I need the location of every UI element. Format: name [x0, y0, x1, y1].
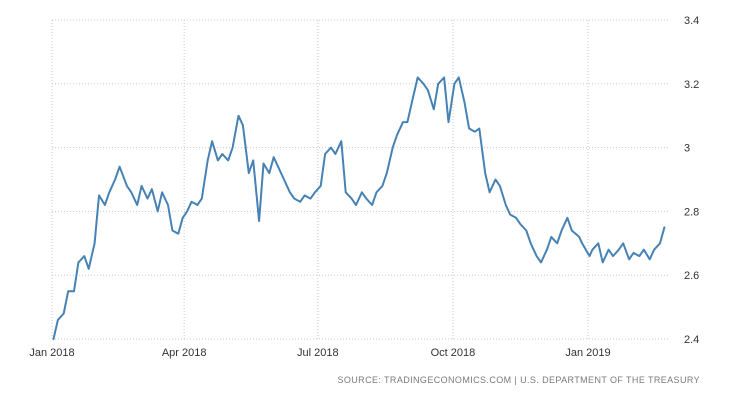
- grid: [51, 19, 670, 340]
- x-tick-label: Jan 2018: [29, 347, 74, 359]
- y-tick-label: 2.4: [684, 334, 699, 346]
- y-tick-label: 2.6: [684, 270, 699, 282]
- series-line: [52, 76, 666, 340]
- y-tick-label: 3.2: [684, 79, 699, 91]
- series-layer: [52, 76, 666, 340]
- source-attribution: SOURCE: TRADINGECONOMICS.COM | U.S. DEPA…: [337, 375, 700, 385]
- y-axis: 2.4 2.6 2.8 3 3.2 3.4: [684, 15, 699, 346]
- x-tick-label: Apr 2018: [162, 347, 207, 359]
- x-tick-label: Jul 2018: [297, 347, 339, 359]
- x-tick-label: Jan 2019: [565, 347, 610, 359]
- x-tick-label: Oct 2018: [431, 347, 476, 359]
- x-axis: Jan 2018 Apr 2018 Jul 2018 Oct 2018 Jan 2019: [29, 347, 610, 359]
- y-tick-label: 3.4: [684, 15, 699, 27]
- y-tick-label: 3: [684, 143, 690, 155]
- y-tick-label: 2.8: [684, 206, 699, 218]
